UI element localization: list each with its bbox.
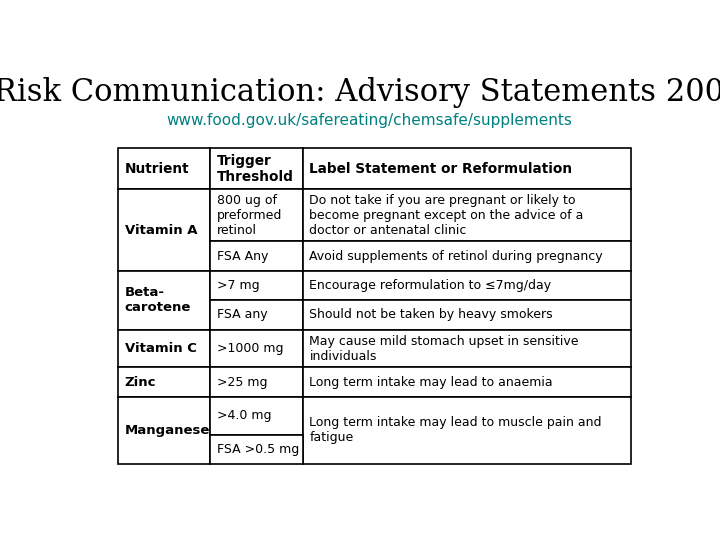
- Text: Nutrient: Nutrient: [125, 161, 189, 176]
- Text: Long term intake may lead to muscle pain and
fatigue: Long term intake may lead to muscle pain…: [310, 416, 602, 444]
- Text: FSA any: FSA any: [217, 308, 268, 321]
- Text: Avoid supplements of retinol during pregnancy: Avoid supplements of retinol during preg…: [310, 249, 603, 262]
- Text: Zinc: Zinc: [125, 376, 156, 389]
- Text: >25 mg: >25 mg: [217, 376, 268, 389]
- Bar: [118, 367, 210, 397]
- Text: Manganese: Manganese: [125, 424, 210, 437]
- Bar: [302, 397, 631, 464]
- Bar: [118, 148, 210, 189]
- Text: 800 ug of
preformed
retinol: 800 ug of preformed retinol: [217, 194, 282, 237]
- Text: Do not take if you are pregnant or likely to
become pregnant except on the advic: Do not take if you are pregnant or likel…: [310, 194, 584, 237]
- Text: Encourage reformulation to ≤7mg/day: Encourage reformulation to ≤7mg/day: [310, 279, 552, 292]
- Bar: [210, 148, 302, 189]
- Bar: [210, 435, 302, 464]
- Text: >7 mg: >7 mg: [217, 279, 260, 292]
- Text: FSA Any: FSA Any: [217, 249, 269, 262]
- Bar: [118, 329, 210, 367]
- Text: FSA >0.5 mg: FSA >0.5 mg: [217, 443, 300, 456]
- Bar: [302, 367, 631, 397]
- Text: Should not be taken by heavy smokers: Should not be taken by heavy smokers: [310, 308, 553, 321]
- Text: Long term intake may lead to anaemia: Long term intake may lead to anaemia: [310, 376, 553, 389]
- Bar: [210, 397, 302, 435]
- Text: Trigger
Threshold: Trigger Threshold: [217, 153, 294, 184]
- Bar: [302, 329, 631, 367]
- Text: May cause mild stomach upset in sensitive
individuals: May cause mild stomach upset in sensitiv…: [310, 334, 579, 362]
- Bar: [302, 300, 631, 329]
- Text: Risk Communication: Advisory Statements 2004: Risk Communication: Advisory Statements …: [0, 77, 720, 109]
- Text: Vitamin A: Vitamin A: [125, 224, 197, 237]
- Bar: [302, 241, 631, 271]
- Text: Vitamin C: Vitamin C: [125, 342, 197, 355]
- Bar: [118, 189, 210, 271]
- Bar: [118, 397, 210, 464]
- Bar: [210, 189, 302, 241]
- Text: Label Statement or Reformulation: Label Statement or Reformulation: [310, 161, 572, 176]
- Text: Beta-
carotene: Beta- carotene: [125, 286, 191, 314]
- Text: >1000 mg: >1000 mg: [217, 342, 284, 355]
- Bar: [210, 329, 302, 367]
- Bar: [210, 300, 302, 329]
- Bar: [302, 189, 631, 241]
- Text: www.food.gov.uk/safereating/chemsafe/supplements: www.food.gov.uk/safereating/chemsafe/sup…: [166, 113, 572, 127]
- Bar: [302, 271, 631, 300]
- Bar: [210, 271, 302, 300]
- Bar: [302, 148, 631, 189]
- Bar: [118, 271, 210, 329]
- Text: >4.0 mg: >4.0 mg: [217, 409, 271, 422]
- Bar: [210, 367, 302, 397]
- Bar: [210, 241, 302, 271]
